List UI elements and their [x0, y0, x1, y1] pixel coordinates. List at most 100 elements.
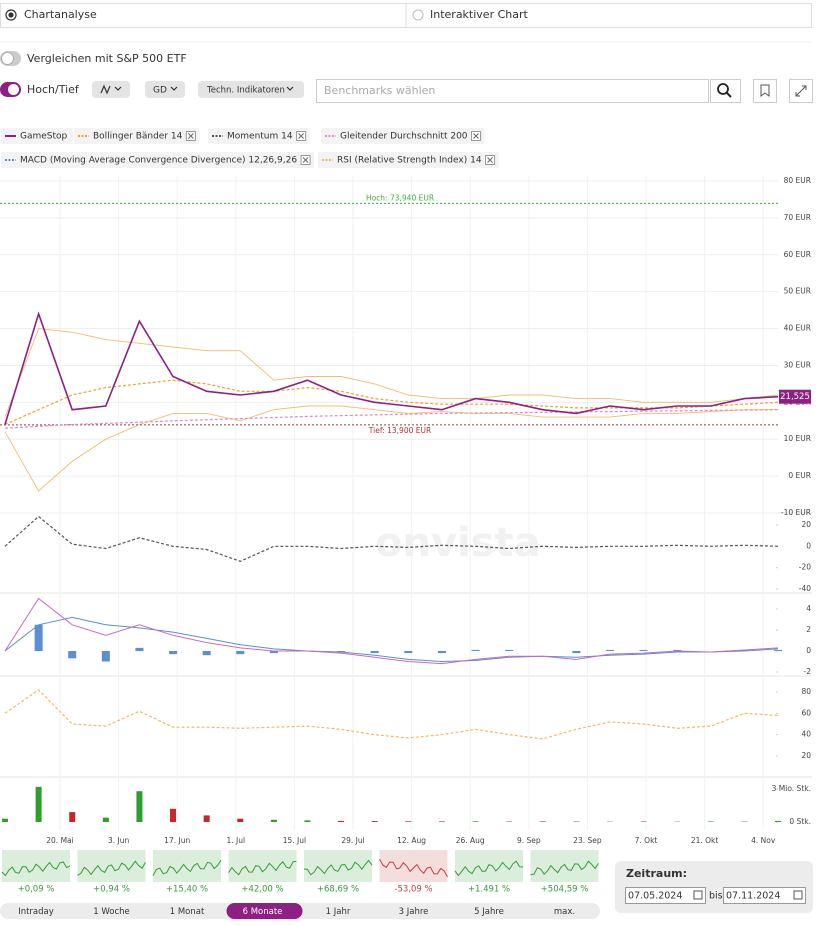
y-tick-label: -10 EUR [781, 508, 811, 517]
volume-bar [472, 821, 479, 822]
thumbnail-line [454, 860, 524, 877]
date-input[interactable] [723, 887, 806, 904]
date-to: 07.11.2024 [726, 891, 780, 902]
benchmark-input[interactable] [316, 79, 709, 103]
x-tick-label: 20. Mai [46, 836, 73, 845]
histogram-bar [370, 651, 379, 654]
chart-type-button[interactable] [92, 81, 130, 98]
legend-item [318, 152, 499, 168]
tab[interactable]: Chartanalyse [24, 8, 97, 21]
compare-label[interactable]: Vergleichen mit S&P 500 ETF [27, 52, 187, 65]
y-tick-label: 40 EUR [784, 324, 811, 333]
histogram-bar [404, 651, 413, 654]
indicators-button[interactable] [198, 81, 304, 98]
volume-bar [371, 821, 378, 822]
volume-bar [270, 819, 277, 822]
calendar-icon[interactable] [693, 890, 703, 900]
y-tick-label: -40 [799, 584, 811, 593]
x-tick-label: 17. Jun [164, 836, 190, 845]
date-input[interactable] [625, 887, 706, 904]
x-tick-label: 3. Jun [108, 836, 130, 845]
period-button[interactable]: Intraday [18, 907, 54, 917]
volume-bar [304, 820, 311, 822]
period-selected [226, 903, 303, 919]
histogram-bar [639, 649, 648, 651]
volume-bar [539, 821, 546, 822]
expand-icon [795, 85, 807, 97]
y-tick-label: -2 [804, 667, 812, 676]
bookmark-button[interactable] [753, 79, 777, 103]
period-button[interactable]: 6 Monate [243, 907, 283, 917]
radio[interactable] [412, 9, 424, 21]
dropdown-icon [170, 86, 178, 91]
benchmark-placeholder: Benchmarks wählen [324, 84, 435, 97]
legend-close-icon [473, 133, 479, 139]
legend-label: Bollinger Bänder 14 [93, 132, 183, 142]
thumbnail[interactable] [153, 850, 221, 882]
legend-item [1, 152, 315, 168]
x-tick-label: 29. Jul [341, 836, 364, 845]
performance-label: +0,94 % [93, 885, 130, 895]
y-tick-label: 40 [801, 730, 811, 739]
y-tick-label: -20 [799, 563, 811, 572]
volume-bar [707, 821, 714, 822]
period-button[interactable]: 3 Jahre [399, 907, 429, 917]
volume-bar [136, 791, 143, 822]
thumbnail[interactable] [530, 850, 599, 882]
histogram-bar [673, 649, 682, 651]
hoch-tief-label[interactable]: Hoch/Tief [27, 83, 80, 96]
chart-type-icon [100, 84, 122, 95]
y-tick-label: 60 EUR [784, 250, 811, 259]
x-tick-label: 9. Sep [517, 836, 541, 845]
thumbnail-line [303, 859, 373, 876]
histogram-bar [202, 651, 211, 656]
range-title: Zeitraum: [626, 867, 687, 880]
period-button[interactable]: 1 Woche [93, 907, 130, 917]
x-tick-label: 21. Okt [691, 836, 719, 845]
volume-bar [69, 812, 76, 822]
gd-button[interactable] [145, 81, 185, 98]
x-tick-label: 12. Aug [397, 836, 426, 845]
last-value-label: 21,525 [780, 392, 810, 402]
histogram-bar [169, 651, 178, 655]
legend-item [1, 128, 74, 144]
thumbnail[interactable] [77, 850, 146, 882]
tab[interactable]: Interaktiver Chart [430, 8, 529, 21]
period-button[interactable]: 1 Monat [170, 907, 205, 917]
period-button[interactable]: 5 Jahre [474, 907, 504, 917]
period-button[interactable]: max. [554, 907, 575, 917]
thumbnail[interactable] [228, 850, 297, 882]
y-tick-label: 0 [806, 646, 811, 655]
search-icon [726, 92, 732, 98]
thumbnail[interactable] [379, 850, 448, 882]
series-line [4, 409, 779, 429]
thumbnail-line [77, 860, 146, 876]
volume-bar [405, 821, 412, 822]
x-tick-label: 7. Okt [635, 836, 658, 845]
performance-label: +42,00 % [241, 885, 283, 895]
series-line [4, 311, 779, 425]
thumbnail[interactable] [304, 850, 372, 882]
watermark: onvista [375, 520, 541, 566]
histogram-bar [605, 649, 614, 651]
thumbnail[interactable] [2, 850, 70, 882]
legend: GameStop Bollinger Bänder 14 Momentum 14 Gl… [1, 128, 499, 168]
band-lower [4, 405, 778, 492]
period-button[interactable]: 1 Jahr [326, 907, 351, 917]
last-value-box [779, 389, 811, 404]
low-label: Tief: 13,900 EUR [368, 426, 431, 435]
y-tick-label: 3 Mio. Stk. [772, 784, 811, 793]
thumbnail-line [152, 859, 222, 876]
y-tick-label: 2 [806, 625, 811, 634]
search-button[interactable] [710, 79, 741, 103]
gd-label: GD [153, 86, 167, 96]
volume-bar [35, 786, 42, 822]
y-tick-label: 60 [801, 708, 811, 717]
date-from: 07.05.2024 [628, 891, 682, 902]
histogram-bar [505, 649, 514, 651]
band-upper [4, 328, 779, 418]
legend-item [74, 128, 200, 144]
search-icon [717, 83, 729, 95]
legend-close-icon [487, 157, 493, 163]
calendar-icon[interactable] [793, 890, 803, 900]
